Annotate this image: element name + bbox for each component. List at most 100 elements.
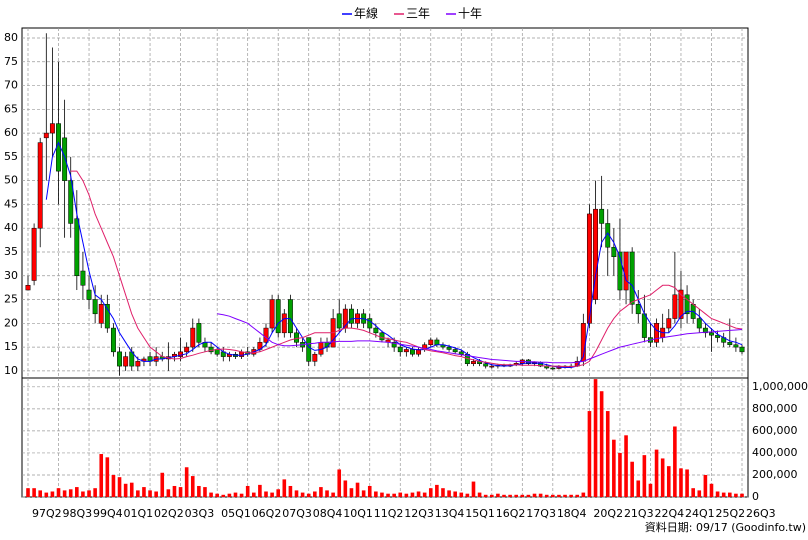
volume-bar [740, 493, 744, 497]
volume-bar [727, 492, 732, 497]
candle-body [739, 346, 745, 353]
volume-bar [239, 493, 244, 497]
candle-body [550, 367, 556, 370]
volume-bar [374, 491, 378, 497]
candle-body [104, 304, 110, 329]
candle-body [434, 339, 440, 345]
candle-body [611, 246, 617, 257]
legend-label: 三年 [406, 7, 430, 21]
ma-line [217, 313, 743, 364]
volume-bar [209, 492, 213, 497]
volume-bar [337, 469, 342, 497]
volume-tick-label: 1,000,000 [752, 380, 808, 393]
volume-bar [538, 493, 543, 497]
volume-bar [532, 493, 537, 497]
volume-bar [734, 493, 738, 497]
volume-bar [441, 488, 445, 497]
candle-body [208, 346, 214, 353]
volume-bar [489, 494, 494, 497]
volume-bar [428, 488, 433, 497]
volume-bar [111, 474, 116, 497]
volume-bar [648, 483, 653, 497]
y-tick-label: 50 [4, 174, 18, 187]
volume-bar [160, 472, 165, 497]
volume-bar [679, 468, 683, 497]
volume-bar [331, 492, 335, 497]
candle-body [629, 251, 635, 305]
volume-bar [557, 494, 561, 497]
volume-bar [691, 488, 695, 497]
volume-bar [166, 489, 171, 497]
candle-body [471, 361, 476, 364]
volume-bar [117, 477, 122, 497]
y-tick-label: 15 [4, 340, 18, 353]
volume-bar [136, 490, 140, 497]
volume-bar [459, 492, 464, 497]
volume-bar [264, 491, 268, 497]
candle-body [672, 294, 678, 319]
volume-bar [245, 485, 250, 497]
y-tick-label: 75 [4, 55, 18, 68]
candle-body [281, 313, 287, 334]
x-tick-label: 08Q4 [313, 507, 343, 520]
candle-body [312, 353, 318, 362]
x-tick-label: 98Q3 [63, 507, 93, 520]
y-tick-label: 30 [4, 269, 18, 282]
x-tick-label: 16Q2 [496, 507, 526, 520]
volume-bar [75, 487, 79, 497]
volume-bar [93, 488, 97, 497]
volume-bar [612, 439, 616, 497]
volume-bar [673, 426, 677, 497]
volume-bar [184, 467, 189, 497]
candle-body [269, 299, 275, 329]
candle-body [654, 323, 660, 343]
y-tick-label: 45 [4, 197, 18, 210]
volume-bar [32, 488, 36, 497]
volume-bar [575, 494, 580, 497]
y-tick-label: 40 [4, 221, 18, 234]
volume-bar [172, 485, 177, 497]
candle-body [110, 327, 116, 353]
candle-body [623, 251, 629, 291]
footer: 資料日期: 09/17 (Goodinfo.tw) [645, 520, 806, 534]
x-tick-label: 25Q2 [715, 507, 745, 520]
volume-bar [361, 490, 366, 497]
volume-bar [660, 458, 665, 497]
volume-bar [654, 449, 659, 497]
y-tick-label: 35 [4, 245, 18, 258]
candle-body [709, 332, 714, 336]
x-tick-label: 22Q4 [654, 507, 684, 520]
candle-body [31, 227, 37, 281]
volume-bar [148, 490, 152, 497]
x-tick-label: 26Q3 [746, 507, 776, 520]
volume-bar [294, 490, 299, 497]
candle-body [373, 327, 379, 334]
volume-bar [477, 492, 482, 497]
candle-body [306, 337, 312, 362]
candle-body [86, 289, 92, 300]
volume-bar [380, 492, 384, 497]
volume-bar [44, 492, 49, 497]
y-tick-label: 80 [4, 31, 18, 44]
candle-body [49, 123, 55, 134]
volume-bar [551, 494, 555, 497]
candle-body [727, 342, 733, 345]
volume-bar [56, 488, 61, 497]
volume-bar [38, 490, 43, 497]
volume-bar [142, 487, 146, 497]
candle-body [446, 346, 452, 350]
volume-bar [227, 493, 232, 497]
x-tick-label: 15Q1 [465, 507, 495, 520]
volume-bar [496, 493, 500, 497]
y-tick-label: 65 [4, 102, 18, 115]
volume-bar [514, 494, 519, 497]
volume-bar [520, 494, 525, 497]
candle-body [62, 137, 68, 181]
volume-bar [697, 490, 702, 497]
x-tick-label: 02Q2 [154, 507, 184, 520]
candle-body [593, 208, 598, 300]
candle-body [98, 304, 104, 324]
volume-bar [105, 457, 110, 497]
volume-bar [306, 493, 311, 497]
